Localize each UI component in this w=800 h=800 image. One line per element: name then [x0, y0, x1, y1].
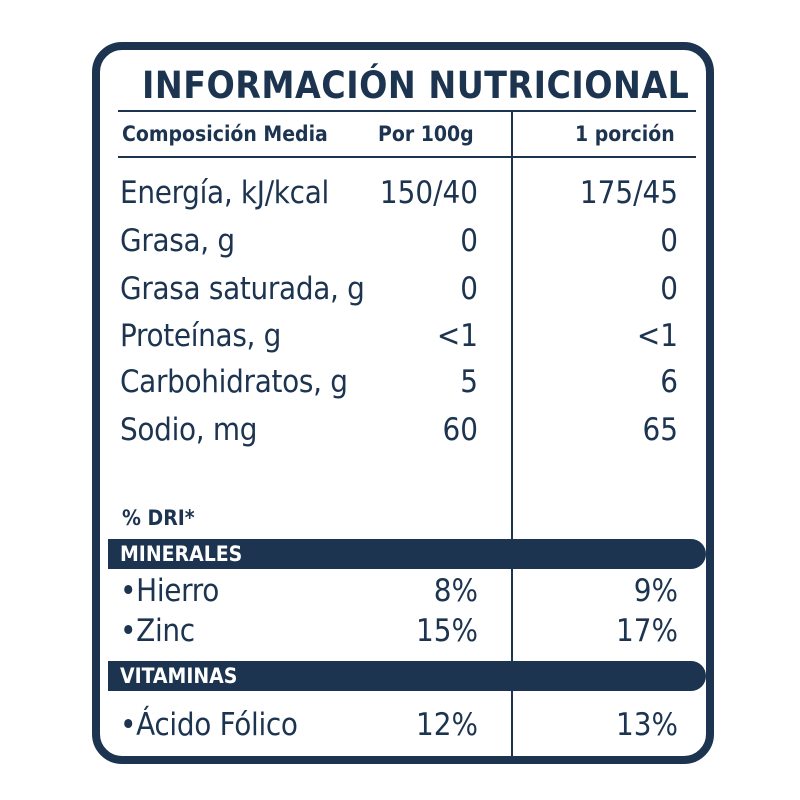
value-per-100g: 8%: [433, 573, 478, 609]
nutrient-name: Grasa saturada, g: [120, 271, 365, 307]
value-per-portion: 65: [642, 412, 678, 448]
value-per-100g: 5: [460, 364, 478, 400]
nutrient-row-carbohydrates: Carbohidratos, g 5 6: [100, 364, 706, 410]
value-per-100g: 12%: [416, 707, 478, 743]
value-per-portion: 17%: [616, 613, 678, 649]
value-per-100g: <1: [436, 318, 478, 354]
value-per-100g: 150/40: [379, 175, 478, 211]
value-per-100g: 15%: [416, 613, 478, 649]
nutrient-name: •Zinc: [120, 613, 195, 649]
nutrition-facts-label: INFORMACIÓN NUTRICIONAL Composición Medi…: [92, 42, 714, 764]
nutrient-row-saturated-fat: Grasa saturada, g 0 0: [100, 271, 706, 317]
value-per-100g: 0: [460, 271, 478, 307]
column-divider: [511, 112, 513, 756]
vitamins-band: VITAMINAS: [108, 661, 706, 691]
label-title: INFORMACIÓN NUTRICIONAL: [142, 64, 690, 107]
nutrient-name: •Ácido Fólico: [120, 707, 298, 743]
header-per-100g: Por 100g: [378, 122, 474, 146]
header-rule: [118, 156, 696, 158]
value-per-portion: 0: [660, 223, 678, 259]
header-per-portion: 1 porción: [575, 122, 675, 146]
nutrient-name: Energía, kJ/kcal: [120, 175, 329, 211]
nutrient-row-sodium: Sodio, mg 60 65: [100, 412, 706, 458]
minerals-band: MINERALES: [108, 539, 706, 569]
nutrient-name: Sodio, mg: [120, 412, 258, 448]
value-per-portion: <1: [636, 318, 678, 354]
value-per-portion: 175/45: [579, 175, 678, 211]
nutrient-row-fat: Grasa, g 0 0: [100, 223, 706, 269]
value-per-portion: 0: [660, 271, 678, 307]
value-per-portion: 13%: [616, 707, 678, 743]
value-per-100g: 0: [460, 223, 478, 259]
value-per-portion: 6: [660, 364, 678, 400]
header-composition: Composición Media: [122, 122, 328, 146]
title-rule: [118, 110, 696, 112]
value-per-portion: 9%: [633, 573, 678, 609]
value-per-100g: 60: [442, 412, 478, 448]
nutrient-row-energy: Energía, kJ/kcal 150/40 175/45: [100, 175, 706, 221]
nutrient-row-protein: Proteínas, g <1 <1: [100, 318, 706, 364]
dri-label: % DRI*: [122, 506, 195, 530]
nutrient-name: •Hierro: [120, 573, 219, 609]
nutrient-name: Proteínas, g: [120, 318, 282, 354]
vitamin-row-folic-acid: •Ácido Fólico 12% 13%: [100, 707, 706, 753]
mineral-row-iron: •Hierro 8% 9%: [100, 573, 706, 619]
mineral-row-zinc: •Zinc 15% 17%: [100, 613, 706, 659]
nutrient-name: Grasa, g: [120, 223, 235, 259]
nutrient-name: Carbohidratos, g: [120, 364, 348, 400]
